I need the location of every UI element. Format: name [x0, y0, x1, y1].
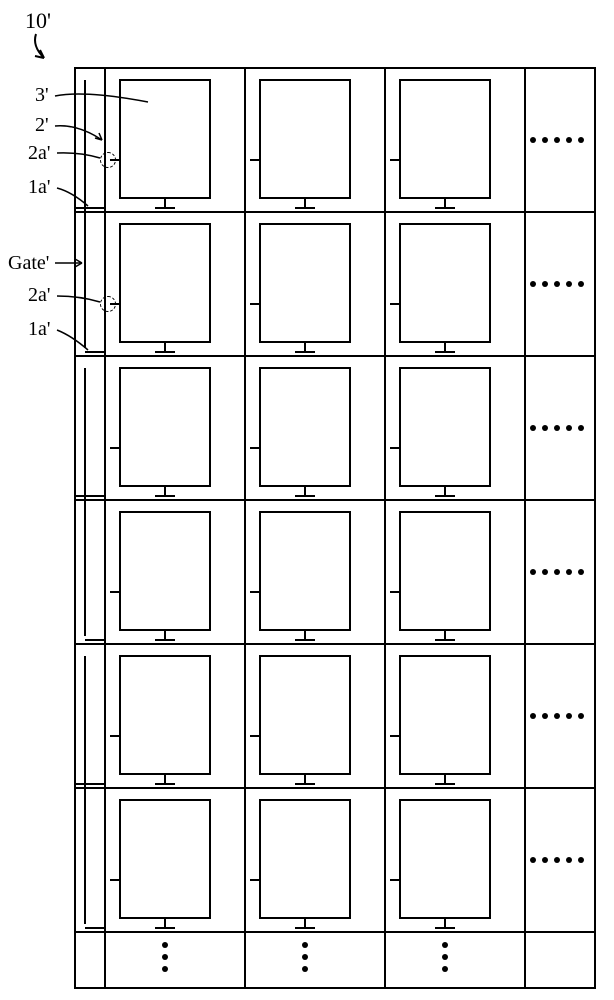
label-2: 2' [35, 114, 49, 137]
diagram-canvas: 10' [0, 0, 614, 1000]
node-circle-icon [100, 152, 116, 168]
node-circle-icon [100, 296, 116, 312]
label-1a: 1a' [28, 176, 50, 199]
label-2a: 2a' [28, 142, 50, 165]
label-gate: Gate' [8, 252, 49, 275]
label-2a: 2a' [28, 284, 50, 307]
label-3: 3' [35, 84, 49, 107]
schematic-grid-icon [0, 0, 614, 1000]
label-1a: 1a' [28, 318, 50, 341]
